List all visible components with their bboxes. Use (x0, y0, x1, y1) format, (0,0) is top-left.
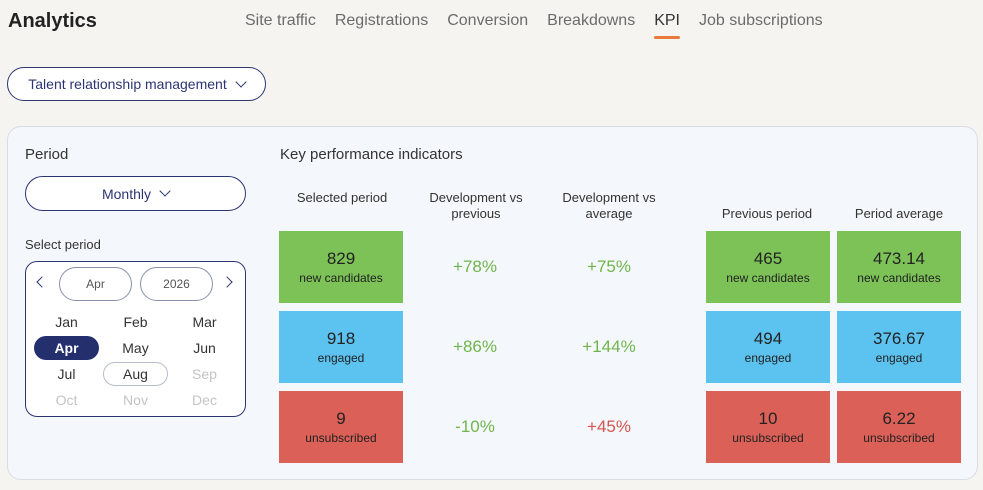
month-oct: Oct (55, 392, 78, 408)
header-dev-average: Development vs average (546, 190, 672, 222)
kpi-metric-label: engaged (744, 351, 792, 365)
kpi-tile-previous-engaged: 494 engaged (706, 311, 830, 383)
tab-site-traffic[interactable]: Site traffic (245, 12, 316, 29)
kpi-value: 918 (326, 329, 356, 348)
category-dropdown[interactable]: Talent relationship management (7, 67, 266, 101)
header-dev-previous-line2: previous (451, 206, 501, 221)
kpi-metric-label: new candidates (299, 271, 383, 285)
dev-avg-engaged: +144% (582, 337, 636, 356)
category-dropdown-label: Talent relationship management (28, 76, 227, 92)
year-select[interactable]: 2026 (140, 267, 213, 301)
header-dev-average-line1: Development vs (562, 190, 656, 205)
header: Analytics Site traffic Registrations Con… (0, 0, 983, 50)
kpi-tile-average-engaged: 376.67 engaged (837, 311, 961, 383)
kpi-value: 465 (753, 249, 783, 268)
kpi-tile-selected-engaged: 918 engaged (279, 311, 403, 383)
select-period-label: Select period (25, 237, 101, 252)
kpi-tile-average-unsubscribed: 6.22 unsubscribed (837, 391, 961, 463)
kpi-tile-selected-unsubscribed: 9 unsubscribed (279, 391, 403, 463)
period-dropdown[interactable]: Monthly (25, 176, 246, 211)
month-apr[interactable]: Apr (34, 336, 99, 360)
kpi-value: 6.22 (882, 409, 916, 428)
month-aug[interactable]: Aug (103, 362, 168, 386)
kpi-tile-previous-new-candidates: 465 new candidates (706, 231, 830, 303)
tab-conversion[interactable]: Conversion (447, 12, 529, 29)
tab-bar: Site traffic Registrations Conversion Br… (245, 12, 842, 39)
chevron-down-icon (235, 75, 247, 88)
chevron-down-icon (159, 185, 171, 197)
kpi-value: 376.67 (873, 329, 925, 348)
kpi-metric-label: engaged (875, 351, 923, 365)
kpi-metric-label: unsubscribed (305, 431, 377, 445)
kpi-value: 473.14 (873, 249, 925, 268)
dev-avg-new-candidates: +75% (587, 257, 631, 276)
header-dev-average-line2: average (585, 206, 633, 221)
kpi-metric-label: new candidates (857, 271, 941, 285)
page-title: Analytics (8, 10, 97, 32)
dev-prev-new-candidates: +78% (453, 257, 497, 276)
month-jun[interactable]: Jun (193, 340, 216, 356)
month-select[interactable]: Apr (59, 267, 132, 301)
month-sep: Sep (192, 366, 217, 382)
kpi-value: 9 (336, 409, 346, 428)
kpi-tile-selected-new-candidates: 829 new candidates (279, 231, 403, 303)
dev-prev-unsubscribed: -10% (455, 417, 495, 436)
month-dec: Dec (192, 392, 217, 408)
month-jul[interactable]: Jul (57, 366, 76, 382)
kpi-metric-label: unsubscribed (863, 431, 935, 445)
header-selected-period: Selected period (296, 190, 388, 205)
dev-avg-unsubscribed: +45% (587, 417, 631, 436)
kpi-tile-previous-unsubscribed: 10 unsubscribed (706, 391, 830, 463)
header-dev-previous: Development vs previous (413, 190, 539, 222)
kpi-panel: Period Monthly Select period Apr 2026 Ja… (7, 126, 978, 480)
period-dropdown-label: Monthly (101, 185, 152, 202)
period-label: Period (25, 146, 69, 163)
kpi-value: 10 (758, 409, 778, 428)
kpi-metric-label: new candidates (726, 271, 810, 285)
tab-breakdowns[interactable]: Breakdowns (547, 12, 636, 29)
month-picker: Apr 2026 Jan Feb Mar Apr May Jun Jul Aug… (25, 261, 246, 417)
month-nov: Nov (123, 392, 148, 408)
kpi-value: 494 (753, 329, 783, 348)
tab-job-subscriptions[interactable]: Job subscriptions (699, 12, 823, 29)
month-mar[interactable]: Mar (192, 314, 217, 330)
header-period-average: Period average (854, 206, 944, 221)
header-previous-period: Previous period (721, 206, 813, 221)
chevron-right-icon[interactable] (221, 274, 237, 290)
dev-prev-engaged: +86% (453, 337, 497, 356)
tab-registrations[interactable]: Registrations (334, 12, 429, 29)
month-grid: Jan Feb Mar Apr May Jun Jul Aug Sep Oct … (32, 309, 239, 413)
month-may[interactable]: May (122, 340, 149, 356)
kpi-tile-average-new-candidates: 473.14 new candidates (837, 231, 961, 303)
month-jan[interactable]: Jan (55, 314, 78, 330)
kpi-value: 829 (326, 249, 356, 268)
kpi-metric-label: unsubscribed (732, 431, 804, 445)
month-feb[interactable]: Feb (123, 314, 148, 330)
header-dev-previous-line1: Development vs (429, 190, 523, 205)
chevron-left-icon[interactable] (34, 274, 50, 290)
kpi-metric-label: engaged (317, 351, 365, 365)
kpi-title: Key performance indicators (280, 146, 463, 163)
tab-kpi[interactable]: KPI (654, 12, 680, 39)
